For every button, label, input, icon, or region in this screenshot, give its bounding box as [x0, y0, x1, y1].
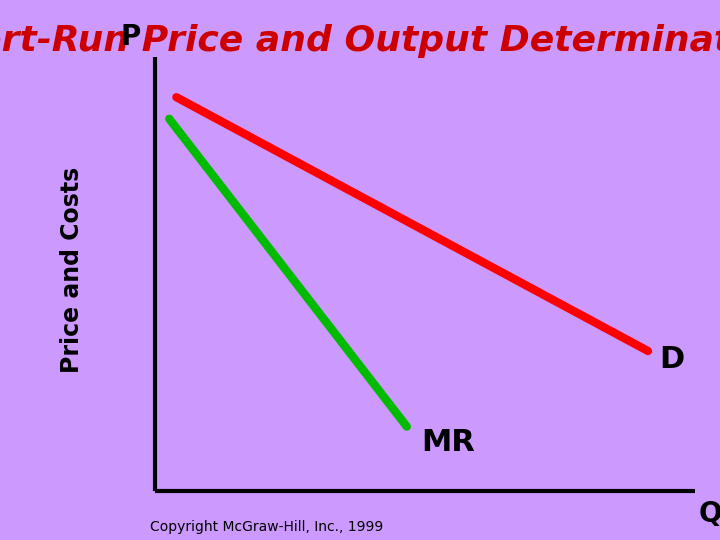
Text: Price and Costs: Price and Costs — [60, 167, 84, 373]
Text: P: P — [120, 23, 140, 51]
Text: Q: Q — [698, 500, 720, 528]
Text: Copyright McGraw-Hill, Inc., 1999: Copyright McGraw-Hill, Inc., 1999 — [150, 519, 383, 534]
Text: MR: MR — [421, 428, 475, 457]
Text: D: D — [659, 345, 684, 374]
Text: Short-Run Price and Output Determination: Short-Run Price and Output Determination — [0, 24, 720, 58]
